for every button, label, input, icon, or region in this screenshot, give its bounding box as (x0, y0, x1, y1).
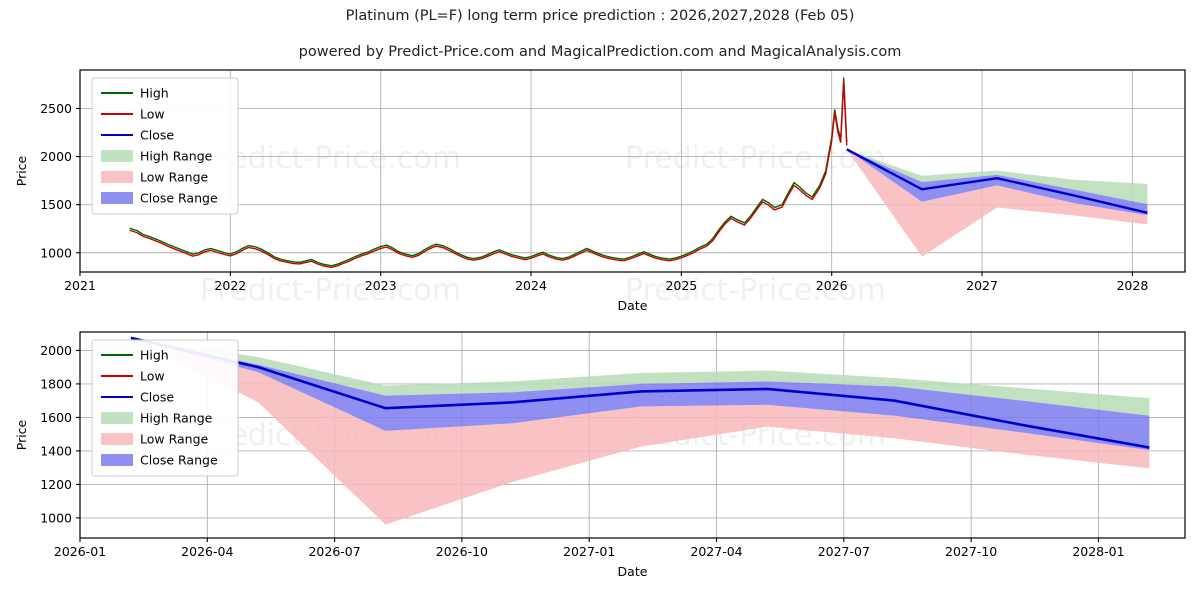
legend-item-close-range[interactable]: Close Range (101, 453, 218, 468)
top-chart: Predict-Price.com Predict-Price.com Predic… (14, 69, 1186, 313)
legend-band-swatch (101, 192, 133, 204)
y-tick-label: 1200 (40, 477, 72, 492)
legend-item-label: Low Range (140, 432, 209, 447)
x-tick-label: 2027-01 (563, 544, 615, 559)
x-tick-label: 2026-07 (308, 544, 360, 559)
x-tick-label: 2027 (966, 278, 998, 293)
y-tick-label: 2000 (40, 343, 72, 358)
legend-item-high-range[interactable]: High Range (101, 411, 213, 426)
legend-item-low-range[interactable]: Low Range (101, 170, 209, 185)
plot-border (79, 69, 1186, 273)
legend-item-label: Close (140, 390, 174, 405)
legend-band-swatch (101, 433, 133, 445)
legend-item-close[interactable]: Close (101, 390, 174, 405)
legend-item-label: Close Range (140, 453, 218, 468)
legend-item-label: High (140, 348, 169, 363)
x-axis-label: Date (618, 564, 648, 579)
y-tick-label: 2000 (40, 149, 72, 164)
legend-item-label: Low Range (140, 170, 209, 185)
legend-band-swatch (101, 412, 133, 424)
x-tick-label: 2025 (665, 278, 697, 293)
legend-band-swatch (101, 171, 133, 183)
x-tick-label: 2028 (1116, 278, 1148, 293)
x-tick-label: 2024 (515, 278, 547, 293)
forecast-close-line (846, 148, 1148, 215)
bottom-chart: Predict-Price.comPredict-Price.com100012… (14, 331, 1186, 579)
legend-item-low[interactable]: Low (101, 369, 165, 384)
legend-item-label: High (140, 86, 169, 101)
legend-item-label: Close (140, 128, 174, 143)
forecast-close-line (130, 336, 1150, 449)
x-tick-label: 2027-10 (945, 544, 997, 559)
plot-border (79, 331, 1186, 539)
x-tick-label: 2021 (64, 278, 96, 293)
legend: High Low Close High Range Low Range Close Ran… (91, 339, 239, 477)
legend-item-close[interactable]: Close (101, 128, 174, 143)
low-range-band (846, 149, 1148, 257)
watermark-text: Predict-Price.com (200, 141, 461, 176)
axis-ticks: 1000 1200 1400 1600 1800 2000 2026-01 2026-04 20… (40, 343, 1124, 559)
axis-ticks: 1000 1500 2000 2500 2021 2022 2023 2024 2025 2026… (40, 101, 1148, 293)
legend-item-label: Close Range (140, 191, 218, 206)
legend-item-label: Low (140, 107, 165, 122)
y-tick-label: 1400 (40, 443, 72, 458)
legend-item-low-range[interactable]: Low Range (101, 432, 209, 447)
x-tick-label: 2026-10 (436, 544, 488, 559)
x-tick-label: 2026-01 (54, 544, 106, 559)
x-tick-label: 2022 (214, 278, 246, 293)
close-range-band (846, 149, 1148, 216)
watermark-text: Predict-Price.com (200, 273, 461, 308)
y-tick-label: 1600 (40, 410, 72, 425)
x-tick-label: 2028-01 (1072, 544, 1124, 559)
y-axis-label: Price (14, 155, 29, 186)
legend-item-label: High Range (140, 411, 213, 426)
history-low-line (129, 81, 848, 269)
close-range-band (130, 337, 1150, 451)
x-tick-label: 2023 (365, 278, 397, 293)
high-range-band (130, 337, 1150, 416)
legend-item-high[interactable]: High (101, 86, 169, 101)
legend-item-label: Low (140, 369, 165, 384)
legend: High Low Close High Range Low Range Close Ran… (91, 77, 239, 215)
y-tick-label: 1000 (40, 510, 72, 525)
legend-item-high-range[interactable]: High Range (101, 149, 213, 164)
history-high-line (129, 77, 848, 267)
page-title: Platinum (PL=F) long term price predicti… (345, 8, 855, 24)
y-tick-label: 1000 (40, 245, 72, 260)
watermark-text: Predict-Price.com (625, 273, 886, 308)
legend-item-close-range[interactable]: Close Range (101, 191, 218, 206)
y-axis-label: Price (14, 419, 29, 450)
legend-item-high[interactable]: High (101, 348, 169, 363)
y-tick-label: 2500 (40, 101, 72, 116)
x-tick-label: 2026 (816, 278, 848, 293)
y-tick-label: 1500 (40, 197, 72, 212)
x-tick-label: 2027-04 (690, 544, 742, 559)
legend-item-low[interactable]: Low (101, 107, 165, 122)
legend-band-swatch (101, 150, 133, 162)
watermark-layer: Predict-Price.com Predict-Price.com Predic… (200, 141, 886, 308)
x-axis-label: Date (618, 298, 648, 313)
page-subtitle: powered by Predict-Price.com and Magical… (298, 44, 902, 60)
x-tick-label: 2026-04 (181, 544, 233, 559)
grid-lines (79, 70, 1185, 272)
legend-item-label: High Range (140, 149, 213, 164)
low-range-band (130, 337, 1150, 525)
legend-band-swatch (101, 454, 133, 466)
x-tick-label: 2027-07 (818, 544, 870, 559)
watermark-text: Predict-Price.com (625, 141, 886, 176)
y-tick-label: 1800 (40, 376, 72, 391)
